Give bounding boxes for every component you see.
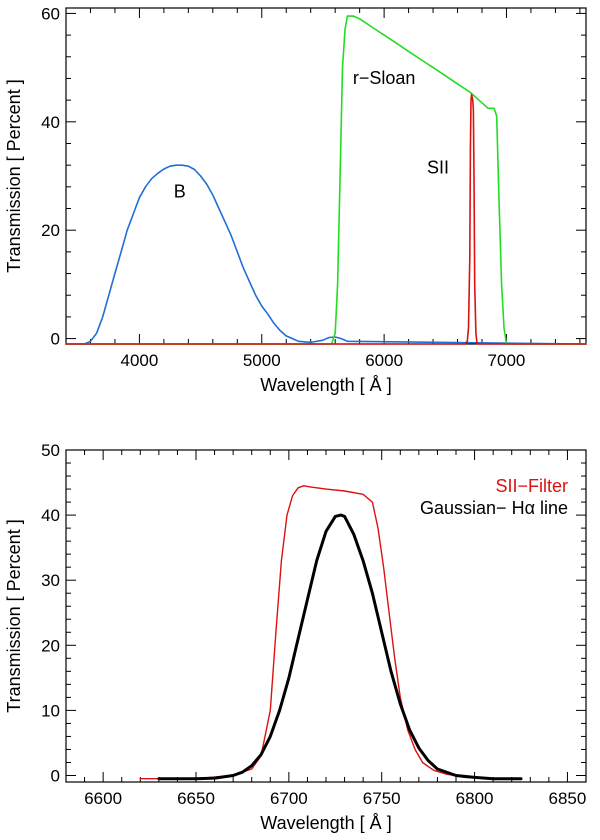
bottom-legend-entry: Gaussian− Hα line [420, 498, 568, 518]
bottom-y-tick-label: 20 [41, 636, 60, 655]
bottom-y-tick-label: 30 [41, 571, 60, 590]
top-x-tick-label: 7000 [488, 351, 526, 370]
top-series-r-sloan [65, 15, 587, 345]
top-x-tick-label: 4000 [120, 351, 158, 370]
top-series-sii [65, 93, 587, 345]
top-annotation-b: B [174, 182, 186, 202]
bottom-legend-entry: SII−Filter [495, 476, 568, 496]
bottom-y-tick-label: 40 [41, 506, 60, 525]
bottom-y-tick-label: 50 [41, 441, 60, 460]
top-annotation-sii: SII [427, 157, 449, 177]
top-x-tick-label: 5000 [243, 351, 281, 370]
bottom-x-tick-label: 6700 [270, 789, 308, 808]
top-annotation-r-sloan: r−Sloan [353, 68, 416, 88]
bottom-y-tick-label: 0 [51, 766, 60, 785]
top-y-tick-label: 40 [41, 113, 60, 132]
bottom-x-tick-label: 6600 [84, 789, 122, 808]
top-x-axis-title: Wavelength [ Å ] [260, 375, 391, 395]
bottom-series-sii-filter [139, 485, 494, 780]
bottom-series-gaussian-h-line [157, 513, 523, 781]
top-series-b [65, 164, 587, 345]
top-y-axis-title: Transmission [ Percent ] [4, 79, 24, 272]
top-y-tick-label: 60 [41, 4, 60, 23]
bottom-x-tick-label: 6800 [456, 789, 494, 808]
top-y-tick-label: 0 [51, 330, 60, 349]
top-x-tick-label: 6000 [365, 351, 403, 370]
bottom-y-tick-label: 10 [41, 701, 60, 720]
bottom-x-tick-label: 6650 [177, 789, 215, 808]
bottom-x-tick-label: 6750 [363, 789, 401, 808]
bottom-x-tick-label: 6850 [549, 789, 587, 808]
top-y-tick-label: 20 [41, 221, 60, 240]
bottom-y-axis-title: Transmission [ Percent ] [4, 519, 24, 712]
bottom-x-axis-title: Wavelength [ Å ] [260, 813, 391, 833]
